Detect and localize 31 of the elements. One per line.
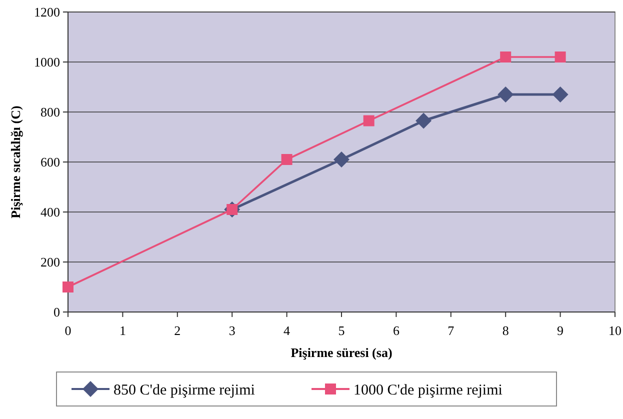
x-tick-label: 4: [284, 323, 291, 338]
x-tick-label: 7: [448, 323, 455, 338]
point: [363, 115, 374, 126]
point: [334, 152, 350, 168]
point: [281, 154, 292, 165]
point: [62, 282, 74, 292]
y-tick-label: 200: [40, 254, 60, 270]
x-axis-title: Pişirme süresi (sa): [290, 345, 392, 360]
x-tick-label: 3: [228, 323, 236, 338]
x-tick-label: 9: [557, 323, 564, 338]
y-tick-label: 800: [40, 104, 60, 120]
x-tick-label: 1: [119, 323, 126, 338]
point: [554, 52, 566, 62]
y-axis-title: Pişirme sıcaklığı (C): [8, 106, 23, 218]
point: [416, 112, 432, 129]
point: [500, 52, 512, 62]
point: [552, 86, 568, 102]
legend-label: 850 C'de pişirme rejimi: [114, 382, 255, 398]
y-tick-label: 400: [40, 204, 60, 220]
x-tick-label: 0: [64, 323, 72, 338]
point: [498, 86, 514, 102]
x-tick-label: 5: [338, 323, 345, 338]
x-tick-label: 2: [174, 323, 181, 338]
y-tick-label: 1000: [34, 54, 60, 70]
x-tick-label: 8: [502, 323, 509, 338]
y-tick-label: 600: [40, 154, 60, 170]
y-tick-label: 1200: [34, 4, 60, 20]
x-tick-label: 6: [392, 323, 400, 338]
legend-label: 1000 C'de pişirme rejimi: [354, 382, 502, 398]
x-tick-label: 10: [608, 323, 622, 338]
y-tick-label: 0: [54, 304, 60, 320]
